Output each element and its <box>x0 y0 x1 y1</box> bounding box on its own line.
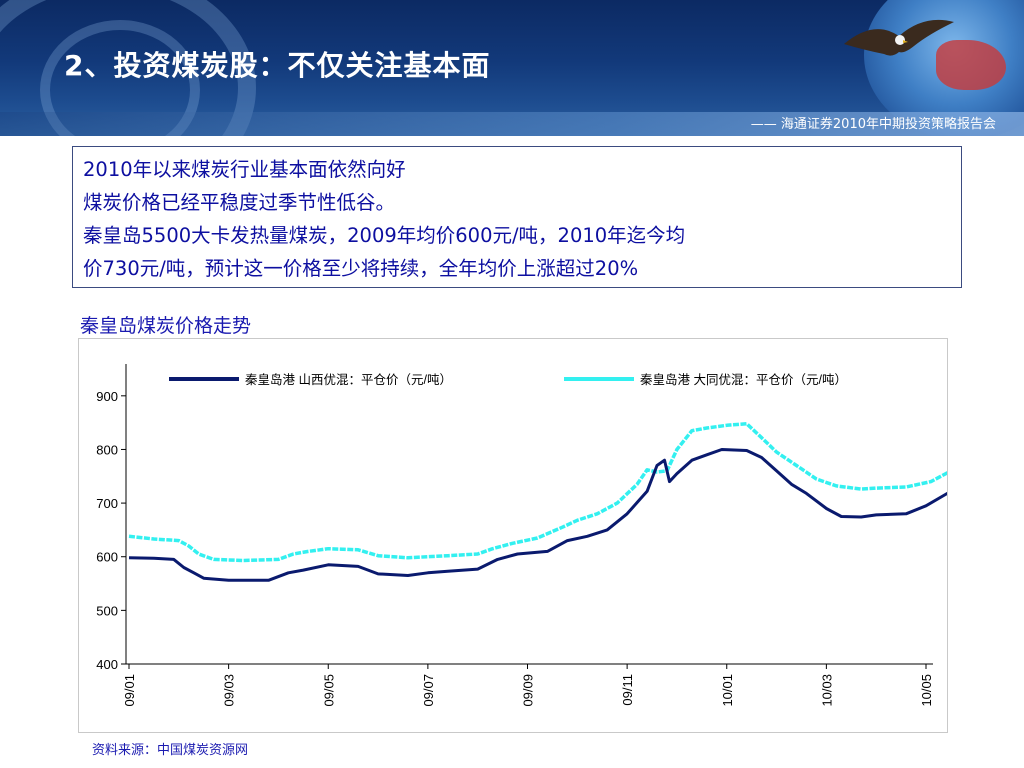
series-line-shanxi <box>128 448 987 582</box>
x-tick-label: 09/09 <box>521 674 536 707</box>
price-line-chart: 400 500 600 700 800 900 09/01 09/03 09/05 09/07 09… <box>96 364 987 707</box>
chart-frame: 400 500 600 700 800 900 09/01 09/03 09/05 09/07 09… <box>78 338 987 733</box>
x-tick-label: 10/05 <box>919 674 934 707</box>
x-tick-label: 09/07 <box>421 674 436 707</box>
x-tick-label: 10/03 <box>819 674 834 707</box>
china-map-icon <box>936 40 1006 90</box>
summary-line-4: 价730元/吨，预计这一价格至少将持续，全年均价上涨超过20% <box>83 257 639 280</box>
y-tick-label: 500 <box>96 603 118 618</box>
eagle-icon <box>844 19 954 56</box>
summary-line-1: 2010年以来煤炭行业基本面依然向好 <box>83 158 406 181</box>
x-tick-label: 09/11 <box>620 674 635 706</box>
x-tick-label: 10/01 <box>720 674 735 707</box>
header-swirl-decoration-inner <box>40 20 200 136</box>
summary-box: 2010年以来煤炭行业基本面依然向好 煤炭价格已经平稳度过季节性低谷。 秦皇岛5… <box>72 146 962 288</box>
x-tick-label: 09/05 <box>321 674 336 707</box>
y-tick-label: 900 <box>96 389 118 404</box>
y-tick-label: 800 <box>96 442 118 457</box>
legend-label: 秦皇岛港 大同优混：平仓价（元/吨） <box>640 372 847 387</box>
legend-label: 秦皇岛港 山西优混：平仓价（元/吨） <box>245 372 452 387</box>
summary-line-2: 煤炭价格已经平稳度过季节性低谷。 <box>83 191 396 214</box>
report-label: —— 海通证券2010年中期投资策略报告会 <box>750 117 996 132</box>
series-line-datong <box>128 421 987 563</box>
x-tick-label: 09/03 <box>222 674 237 707</box>
source-note: 资料来源：中国煤炭资源网 <box>92 743 249 758</box>
slide-header <box>0 0 1024 136</box>
summary-line-3: 秦皇岛5500大卡发热量煤炭，2009年均价600元/吨，2010年迄今均 <box>83 224 686 247</box>
chart-heading: 秦皇岛煤炭价格走势 <box>80 315 252 337</box>
y-tick-label: 400 <box>96 657 118 672</box>
y-tick-label: 700 <box>96 496 118 511</box>
x-tick-label: 09/01 <box>122 674 137 707</box>
header-band <box>0 112 1024 136</box>
slide-title: 2、投资煤炭股：不仅关注基本面 <box>64 49 491 82</box>
y-tick-label: 600 <box>96 550 118 565</box>
